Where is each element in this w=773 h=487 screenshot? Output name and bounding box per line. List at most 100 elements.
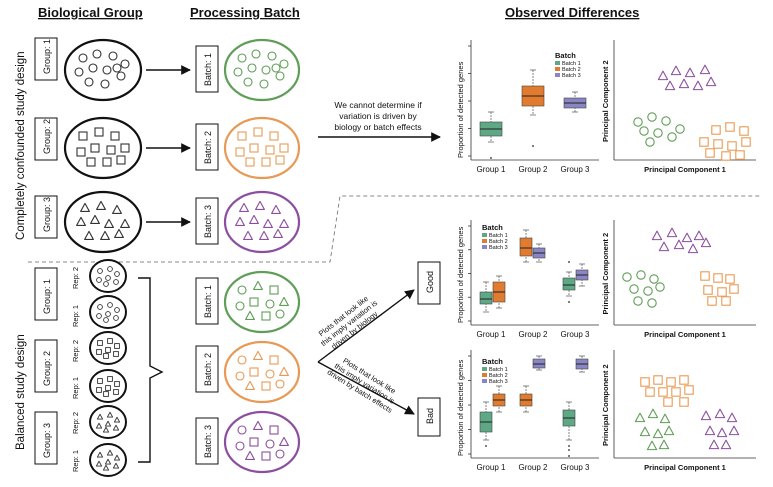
outlier — [568, 449, 570, 451]
triangle-sample — [102, 464, 110, 471]
circle-sample — [675, 124, 685, 134]
square-sample — [700, 271, 710, 281]
square-sample — [116, 155, 126, 165]
batch-label-box — [195, 345, 219, 393]
circle-sample — [271, 63, 281, 73]
group-1-circle-samples — [74, 49, 130, 89]
group-label-box — [34, 411, 58, 465]
square-sample — [729, 284, 739, 294]
legend-swatch — [555, 61, 560, 65]
square-sample — [275, 155, 285, 165]
triangle-sample — [76, 216, 86, 226]
square-sample — [110, 131, 120, 141]
balanced-batch-1-circle — [223, 270, 301, 334]
circle-sample — [107, 302, 113, 308]
circle-sample — [237, 285, 247, 295]
circle-sample — [629, 284, 639, 294]
square-sample — [106, 145, 116, 155]
triangle-sample — [235, 216, 245, 226]
triangle-sample — [80, 202, 90, 212]
legend-title: Batch — [482, 357, 503, 366]
square-sample — [94, 127, 104, 137]
triangle-sample — [113, 416, 121, 423]
square-sample — [679, 375, 689, 385]
circle-sample — [235, 441, 245, 451]
box — [519, 237, 533, 257]
rep-label: Rep: 2 — [71, 340, 80, 362]
boxplot-good: Proportion of detected genes Group 1 Group… — [456, 220, 599, 339]
triangle-sample — [95, 460, 103, 467]
triangle-sample — [245, 380, 255, 391]
balanced-batch-1: Batch: 1 — [195, 270, 301, 334]
triangle-sample — [678, 78, 690, 89]
box — [562, 277, 576, 291]
square-sample — [640, 377, 650, 387]
rep-label: Rep: 2 — [71, 412, 80, 434]
circle-sample — [237, 425, 247, 435]
circle-sample — [265, 299, 275, 309]
confounded-note-line-2: variation is driven by — [339, 111, 417, 121]
circle-sample — [84, 77, 94, 87]
square-sample — [102, 157, 112, 167]
batch-label: Batch: 1 — [203, 285, 213, 318]
circle-sample — [639, 126, 649, 136]
triangle-sample — [112, 462, 120, 469]
circle-sample — [636, 270, 646, 280]
circle-sample — [74, 67, 84, 77]
balanced-batch-1-samples — [235, 280, 289, 321]
balanced-batch-3: Batch: 3 — [195, 410, 301, 474]
square-sample — [261, 451, 271, 461]
legend-swatch — [555, 73, 560, 77]
circle-sample — [259, 79, 269, 89]
triangle-sample — [652, 428, 664, 439]
square-sample — [253, 127, 263, 137]
outlier — [532, 145, 534, 147]
square-sample — [105, 385, 111, 391]
square-sample — [113, 389, 119, 395]
triangle-sample — [106, 449, 114, 456]
square-sample — [684, 385, 694, 395]
square-sample — [96, 349, 102, 355]
triangle-sample — [106, 411, 114, 418]
pca-x-axis-label: Principal Component 1 — [644, 463, 726, 472]
triangle-sample — [255, 200, 265, 210]
triangle-sample — [243, 230, 253, 240]
square-sample — [249, 437, 259, 447]
batch-3-sample-circle — [223, 190, 301, 254]
circle-sample — [653, 128, 663, 138]
square-sample — [705, 148, 715, 158]
triangle-sample — [245, 450, 255, 461]
circle-sample — [647, 112, 657, 122]
circle-sample — [661, 116, 671, 126]
square-sample — [711, 125, 721, 135]
legend-swatch — [482, 379, 487, 383]
bad-label-box — [417, 397, 441, 437]
square-sample — [279, 143, 289, 153]
replicate-sample-circles — [89, 259, 127, 477]
outlier — [568, 261, 570, 263]
triangle-sample — [279, 366, 289, 377]
triangle-sample — [634, 412, 646, 423]
circle-sample — [265, 439, 275, 449]
triangle-sample — [113, 454, 121, 461]
circle-sample — [667, 132, 677, 142]
square-sample — [725, 122, 735, 132]
legend-entry: Batch 1 — [489, 233, 508, 239]
square-sample — [97, 340, 103, 346]
batch-label-box — [195, 277, 219, 325]
triangle-sample — [112, 424, 120, 431]
square-sample — [721, 151, 731, 161]
x-tick-label: Group 2 — [519, 165, 548, 174]
header-biological-group: Biological Group — [38, 5, 143, 20]
group-label: Group: 2 — [42, 351, 52, 386]
circle-sample — [251, 49, 261, 59]
circle-sample — [235, 301, 245, 311]
x-tick-label: Group 3 — [561, 165, 590, 174]
triangle-sample — [704, 425, 716, 436]
good-arrow — [317, 289, 415, 363]
group-3-triangle-samples — [76, 200, 130, 240]
balanced-group-3: Group: 3 — [34, 411, 58, 465]
circle-sample — [275, 309, 285, 319]
pca-y-axis-label: Principal Component 2 — [601, 60, 610, 142]
triangle-sample — [249, 214, 259, 224]
